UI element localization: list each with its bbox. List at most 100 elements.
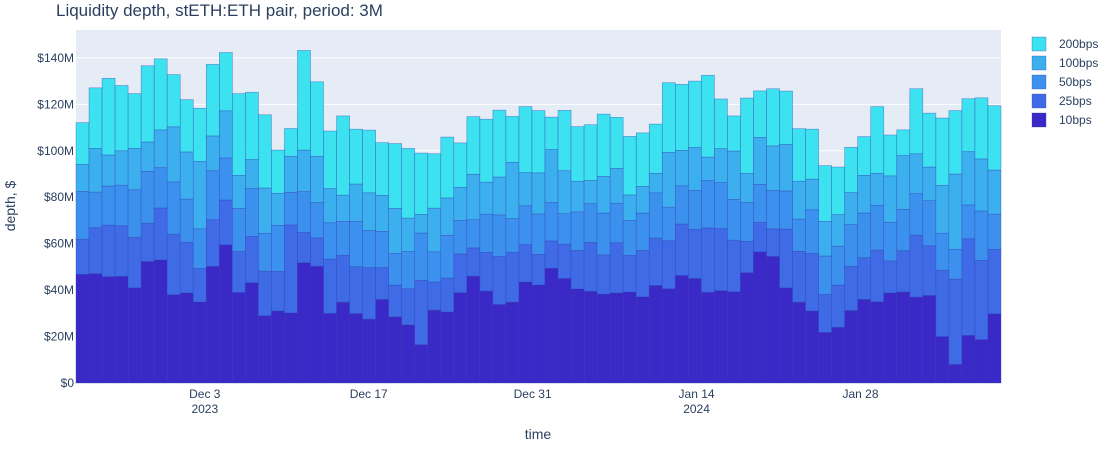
bar-segment-50bps[interactable] <box>414 232 429 281</box>
bar-segment-50bps[interactable] <box>466 219 481 249</box>
bar-segment-50bps[interactable] <box>388 253 403 286</box>
bar-segment-200bps[interactable] <box>805 128 819 180</box>
bar-segment-25bps[interactable] <box>974 260 989 340</box>
bar-segment-50bps[interactable] <box>753 184 767 223</box>
legend-item-25bps[interactable]: 25bps <box>1031 93 1092 109</box>
bar-segment-25bps[interactable] <box>284 224 298 314</box>
bar-segment-200bps[interactable] <box>948 110 963 175</box>
bar-segment-50bps[interactable] <box>818 255 832 295</box>
bar-segment-50bps[interactable] <box>401 251 416 290</box>
bar-segment-200bps[interactable] <box>127 93 142 149</box>
legend-item-100bps[interactable]: 100bps <box>1031 55 1098 71</box>
bar-segment-50bps[interactable] <box>271 225 285 272</box>
legend-item-200bps[interactable]: 200bps <box>1031 36 1098 52</box>
bar-segment-25bps[interactable] <box>427 281 442 311</box>
bar-segment-50bps[interactable] <box>831 245 845 286</box>
bar-segment-25bps[interactable] <box>114 225 129 277</box>
bar-segment-10bps[interactable] <box>284 312 298 384</box>
bar-segment-25bps[interactable] <box>818 294 832 333</box>
bar-segment-10bps[interactable] <box>323 313 337 384</box>
bar-segment-10bps[interactable] <box>375 299 389 384</box>
bar-segment-50bps[interactable] <box>75 191 90 240</box>
bar-segment-200bps[interactable] <box>818 165 832 222</box>
bar-segment-200bps[interactable] <box>427 153 442 209</box>
bar-segment-25bps[interactable] <box>753 222 767 253</box>
bar-segment-200bps[interactable] <box>219 52 233 112</box>
bar-segment-50bps[interactable] <box>375 231 389 268</box>
bar-segment-25bps[interactable] <box>674 223 689 276</box>
bar-segment-100bps[interactable] <box>740 173 754 203</box>
bar-segment-10bps[interactable] <box>701 291 715 384</box>
bar-segment-25bps[interactable] <box>323 258 337 314</box>
bar-segment-100bps[interactable] <box>805 178 819 211</box>
bar-segment-100bps[interactable] <box>414 214 429 234</box>
bar-segment-100bps[interactable] <box>219 110 233 159</box>
bar-segment-25bps[interactable] <box>531 254 546 286</box>
bar-segment-50bps[interactable] <box>635 212 650 251</box>
bar-segment-25bps[interactable] <box>297 232 311 263</box>
bar-segment-25bps[interactable] <box>688 229 702 279</box>
bar-segment-50bps[interactable] <box>127 189 142 238</box>
bar-segment-50bps[interactable] <box>362 230 376 268</box>
bar-segment-100bps[interactable] <box>570 180 585 213</box>
bar-segment-25bps[interactable] <box>440 277 455 313</box>
bar-segment-100bps[interactable] <box>753 136 767 185</box>
bar-segment-25bps[interactable] <box>596 254 611 295</box>
bar-segment-10bps[interactable] <box>935 336 950 384</box>
bar-segment-25bps[interactable] <box>635 250 650 298</box>
bar-segment-10bps[interactable] <box>557 278 572 384</box>
bar-segment-100bps[interactable] <box>518 172 533 207</box>
bar-segment-25bps[interactable] <box>766 228 780 257</box>
bar-segment-50bps[interactable] <box>883 221 898 262</box>
bar-segment-50bps[interactable] <box>766 190 780 230</box>
bar-segment-200bps[interactable] <box>570 126 585 182</box>
bar-segment-100bps[interactable] <box>544 149 559 203</box>
bar-segment-25bps[interactable] <box>310 237 324 267</box>
bar-segment-10bps[interactable] <box>974 339 989 384</box>
bar-segment-50bps[interactable] <box>648 192 663 239</box>
bar-segment-10bps[interactable] <box>870 301 885 384</box>
bar-segment-50bps[interactable] <box>909 193 924 236</box>
bar-segment-50bps[interactable] <box>596 212 611 256</box>
bar-segment-25bps[interactable] <box>245 236 259 283</box>
bar-segment-100bps[interactable] <box>688 147 702 191</box>
bar-segment-50bps[interactable] <box>870 205 885 251</box>
bar-segment-200bps[interactable] <box>492 109 507 178</box>
bar-segment-100bps[interactable] <box>75 164 90 192</box>
bar-segment-50bps[interactable] <box>674 185 689 225</box>
bar-segment-10bps[interactable] <box>844 310 858 384</box>
bar-segment-100bps[interactable] <box>349 183 363 222</box>
bar-segment-200bps[interactable] <box>622 136 637 196</box>
bar-segment-10bps[interactable] <box>401 324 416 384</box>
bar-segment-50bps[interactable] <box>153 167 168 209</box>
bar-segment-100bps[interactable] <box>622 194 637 221</box>
bar-segment-200bps[interactable] <box>153 58 168 131</box>
bar-segment-200bps[interactable] <box>114 85 129 152</box>
bar-segment-100bps[interactable] <box>987 169 1002 215</box>
bar-segment-25bps[interactable] <box>518 244 533 283</box>
bar-segment-50bps[interactable] <box>844 224 858 267</box>
bar-segment-10bps[interactable] <box>766 256 780 384</box>
bar-segment-50bps[interactable] <box>661 206 676 241</box>
bar-segment-25bps[interactable] <box>388 284 403 318</box>
bar-segment-100bps[interactable] <box>661 152 676 208</box>
bar-segment-100bps[interactable] <box>205 135 220 172</box>
bar-segment-200bps[interactable] <box>349 128 363 185</box>
bar-segment-200bps[interactable] <box>727 115 741 152</box>
bar-segment-25bps[interactable] <box>453 253 468 293</box>
bar-segment-50bps[interactable] <box>492 214 507 257</box>
bar-segment-10bps[interactable] <box>792 301 806 384</box>
bar-segment-50bps[interactable] <box>792 218 806 252</box>
bar-segment-50bps[interactable] <box>518 205 533 245</box>
bar-segment-100bps[interactable] <box>596 176 611 214</box>
bar-segment-10bps[interactable] <box>596 293 611 384</box>
bar-segment-100bps[interactable] <box>961 151 976 206</box>
legend[interactable]: 200bps 100bps 50bps 25bps 10bps <box>1031 36 1098 128</box>
bar-segment-10bps[interactable] <box>818 332 832 384</box>
bar-segment-200bps[interactable] <box>479 118 494 183</box>
bar-segment-25bps[interactable] <box>101 224 116 277</box>
bar-segment-50bps[interactable] <box>935 232 950 271</box>
bar-segment-100bps[interactable] <box>101 154 116 187</box>
bar-segment-25bps[interactable] <box>857 257 872 300</box>
bar-segment-100bps[interactable] <box>388 208 403 254</box>
